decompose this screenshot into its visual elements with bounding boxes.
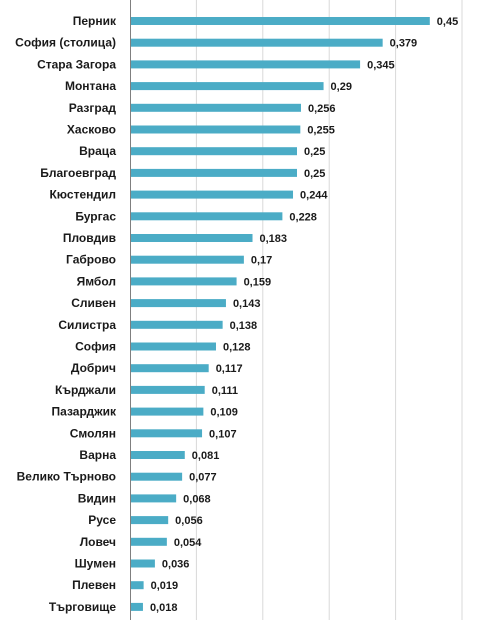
bar-23 — [131, 516, 169, 525]
value-label: 0,25 — [304, 146, 325, 158]
value-label: 0,138 — [230, 320, 258, 332]
value-label: 0,25 — [304, 168, 325, 180]
category-label: Плевен — [72, 578, 116, 592]
value-label: 0,379 — [390, 38, 418, 50]
value-label: 0,117 — [216, 363, 243, 375]
bar-1 — [131, 38, 383, 47]
value-label: 0,143 — [233, 298, 261, 310]
value-label: 0,077 — [189, 472, 217, 484]
value-label: 0,183 — [260, 233, 288, 245]
value-label: 0,068 — [183, 493, 211, 505]
category-label: Монтана — [65, 79, 116, 93]
value-label: 0,255 — [307, 125, 335, 137]
bar-14 — [131, 320, 223, 329]
bar-25 — [131, 559, 155, 568]
bar-11 — [131, 255, 244, 264]
bar-4 — [131, 103, 301, 112]
bar-17 — [131, 385, 205, 394]
gridlines — [195, 0, 463, 620]
bar-3 — [131, 82, 324, 91]
bar-6 — [131, 147, 297, 156]
category-label: Кърджали — [55, 383, 116, 397]
category-label: Благоевград — [40, 166, 116, 180]
category-label: Смолян — [70, 426, 116, 440]
bar-22 — [131, 494, 177, 503]
category-label: Русе — [88, 513, 116, 527]
bars — [131, 17, 430, 611]
category-label: Габрово — [66, 253, 116, 267]
category-label: Бургас — [75, 209, 116, 223]
value-label: 0,081 — [192, 450, 220, 462]
bar-5 — [131, 125, 301, 134]
category-label: Търговище — [49, 600, 116, 614]
bar-16 — [131, 364, 209, 373]
value-labels: 0,45 0,379 0,345 0,29 0,256 0,255 0,25 0,25 0,24… — [150, 16, 458, 614]
value-label: 0,228 — [289, 211, 317, 223]
category-label: Пазарджик — [52, 405, 117, 419]
bar-2 — [131, 60, 361, 69]
category-label: Стара Загора — [37, 57, 116, 71]
bar-21 — [131, 472, 183, 481]
value-label: 0,036 — [162, 559, 190, 571]
category-label: Варна — [79, 448, 116, 462]
category-label: Разград — [69, 101, 117, 115]
category-label: София (столица) — [15, 36, 116, 50]
value-label: 0,109 — [210, 407, 238, 419]
category-label: Видин — [78, 491, 116, 505]
category-label: Шумен — [75, 557, 116, 571]
category-label: Пловдив — [63, 231, 116, 245]
bar-20 — [131, 451, 185, 459]
value-label: 0,244 — [300, 190, 328, 202]
category-label: София — [75, 340, 116, 354]
category-label: Силистра — [58, 318, 116, 332]
category-label: Велико Търново — [17, 470, 116, 484]
bar-13 — [131, 299, 226, 308]
bar-8 — [131, 190, 294, 199]
value-label: 0,17 — [251, 255, 272, 267]
category-label: Враца — [79, 144, 116, 158]
bar-26 — [131, 581, 144, 590]
category-labels: Перник София (столица) Стара Загора Монтана… — [15, 14, 117, 614]
category-label: Добрич — [71, 361, 116, 375]
value-label: 0,019 — [151, 580, 179, 592]
bar-27 — [131, 602, 143, 611]
category-label: Кюстендил — [49, 188, 116, 202]
value-label: 0,128 — [223, 342, 251, 354]
value-label: 0,018 — [150, 602, 178, 614]
category-label: Перник — [73, 14, 117, 28]
bar-18 — [131, 407, 204, 416]
value-label: 0,159 — [244, 276, 272, 288]
value-label: 0,45 — [437, 16, 458, 28]
value-label: 0,054 — [174, 537, 202, 549]
value-label: 0,345 — [367, 59, 395, 71]
category-label: Ямбол — [77, 274, 116, 288]
bar-15 — [131, 342, 216, 351]
bar-7 — [131, 168, 297, 177]
bar-9 — [131, 212, 283, 221]
bar-19 — [131, 429, 203, 438]
value-label: 0,256 — [308, 103, 336, 115]
value-label: 0,111 — [212, 385, 238, 397]
value-label: 0,107 — [209, 428, 237, 440]
value-label: 0,29 — [331, 81, 352, 93]
bar-12 — [131, 277, 237, 286]
category-label: Хасково — [67, 123, 116, 137]
bar-10 — [131, 234, 253, 242]
value-label: 0,056 — [175, 515, 203, 527]
category-label: Сливен — [71, 296, 116, 310]
bar-24 — [131, 537, 167, 546]
category-label: Ловеч — [80, 535, 116, 549]
bar-0 — [131, 17, 430, 25]
